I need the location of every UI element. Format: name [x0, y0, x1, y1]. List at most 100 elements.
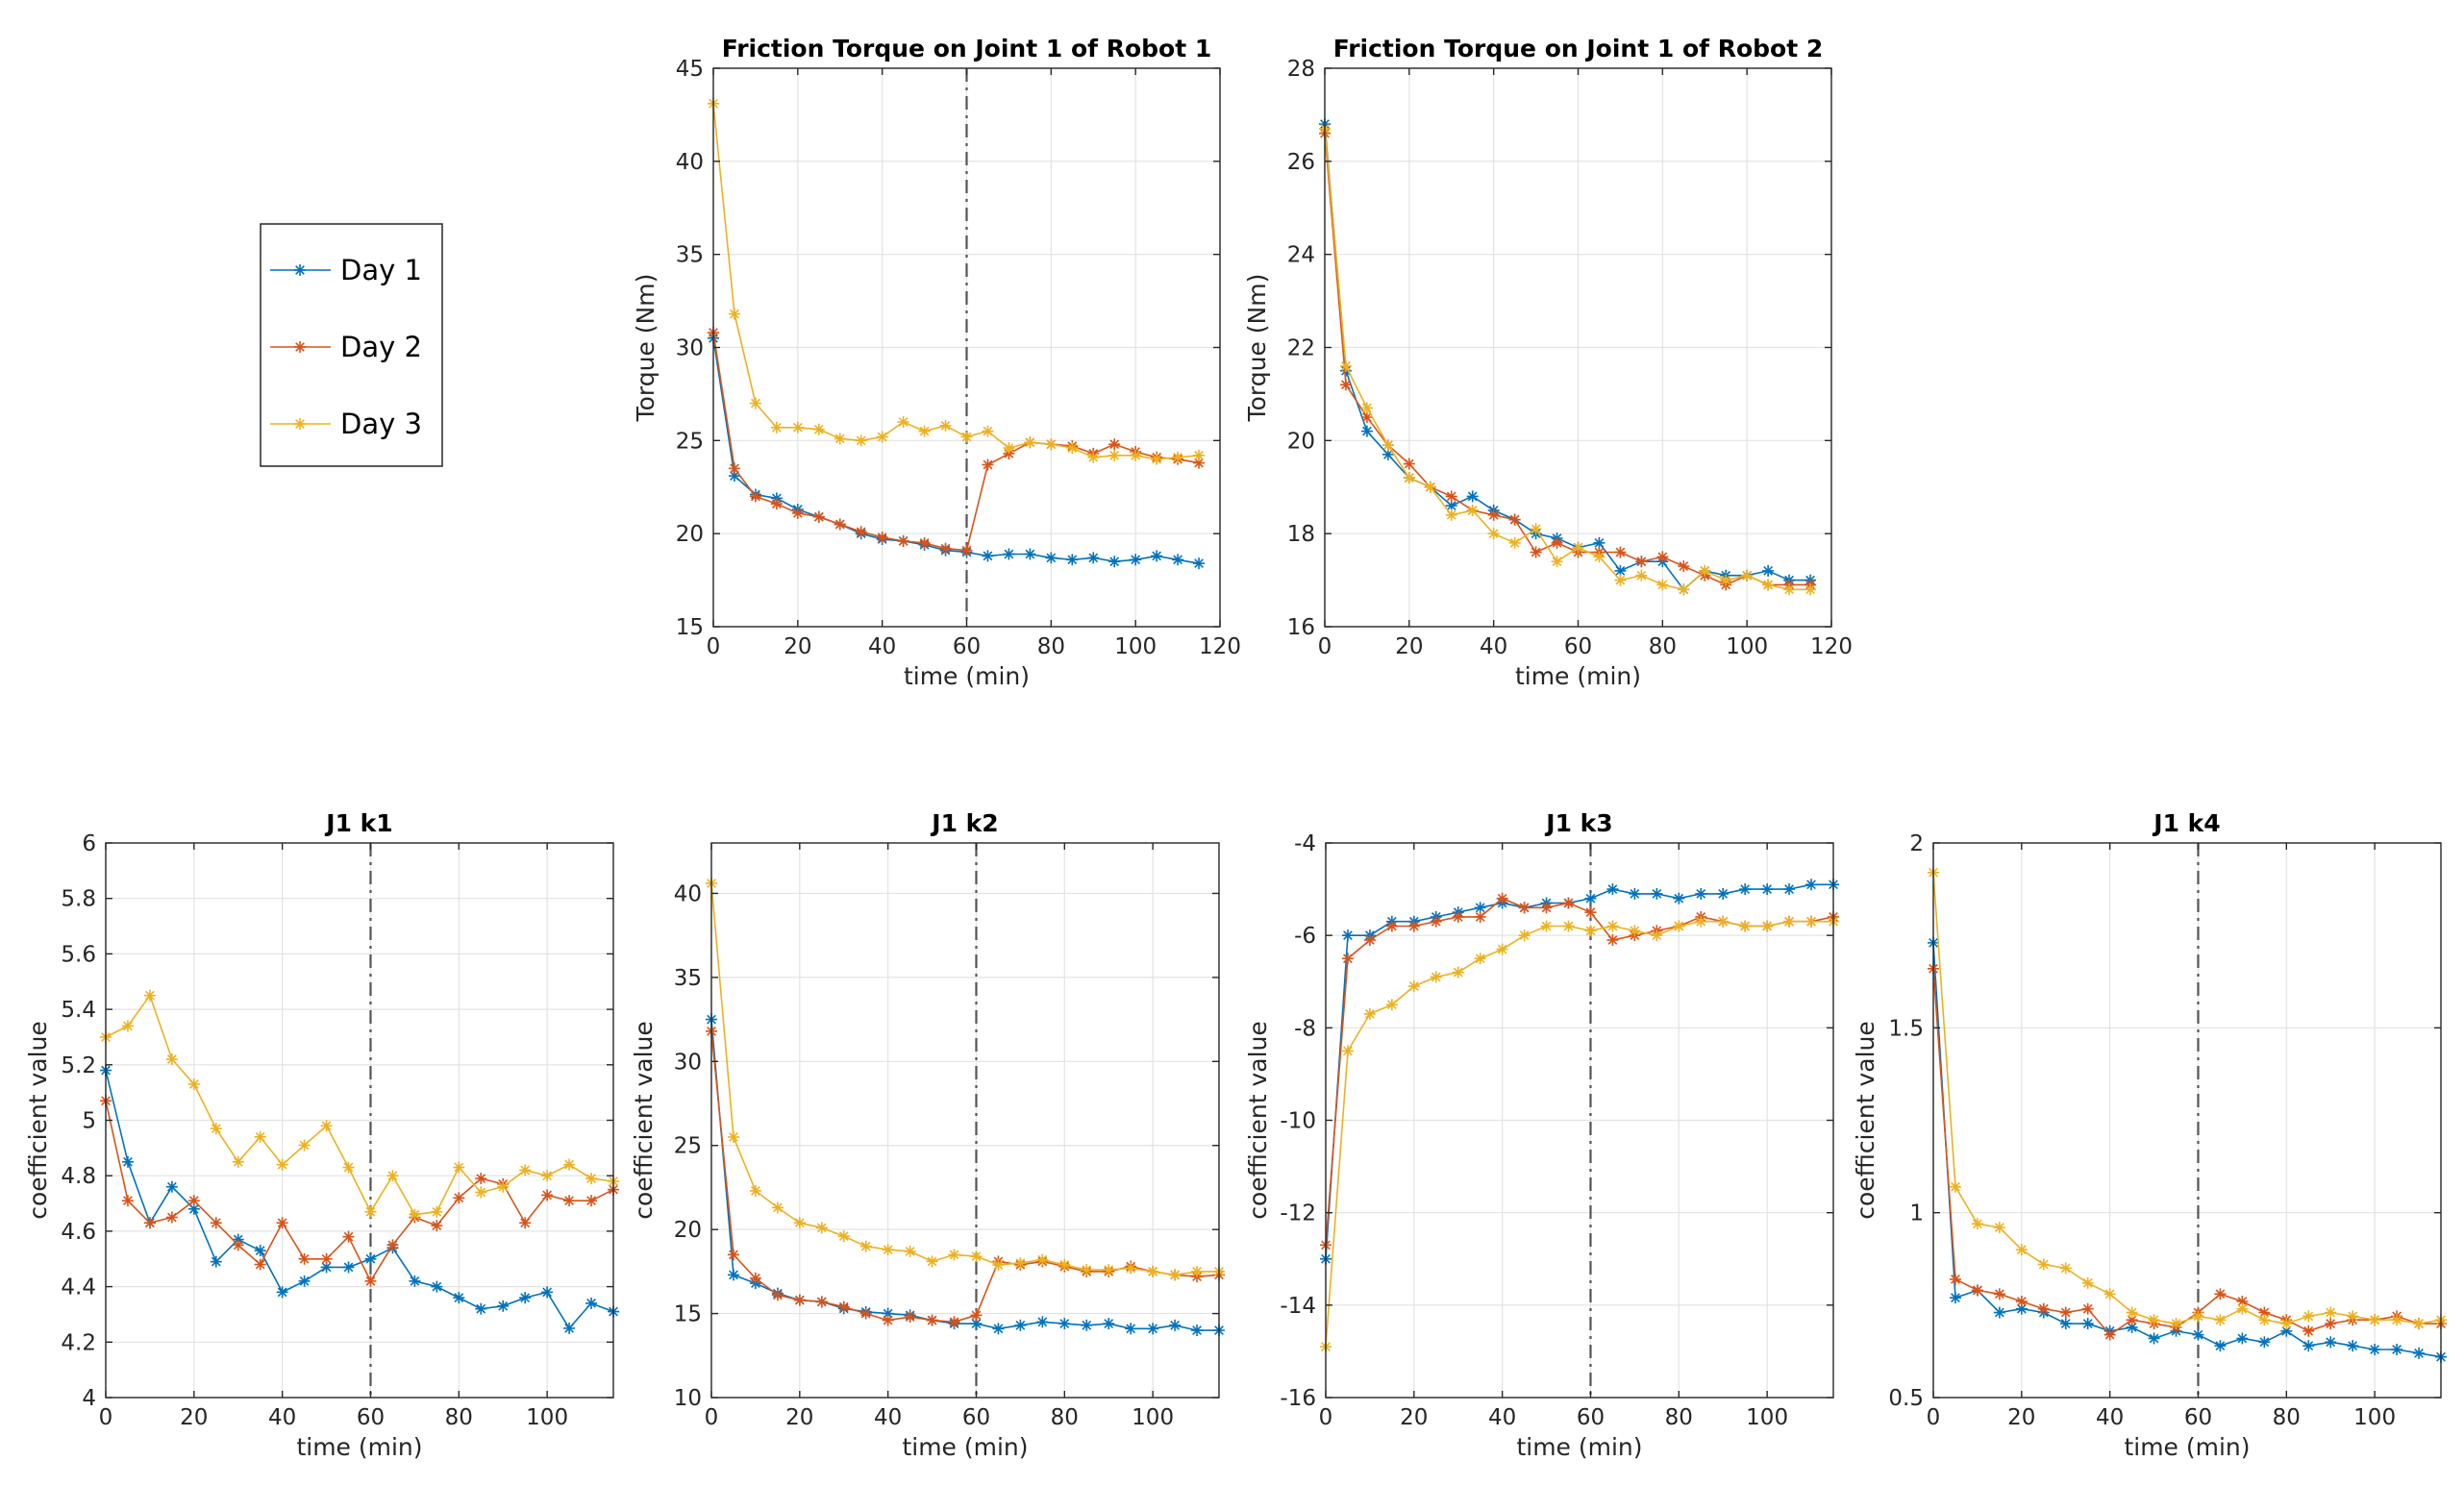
data-point: [2413, 1318, 2426, 1330]
y-tick-label: 35: [674, 966, 702, 991]
data-point: [749, 490, 761, 503]
data-point: [876, 431, 888, 443]
data-point: [1130, 449, 1142, 461]
x-tick-label: 100: [1746, 1405, 1788, 1430]
data-point: [1003, 442, 1015, 455]
data-point: [2325, 1306, 2337, 1319]
data-point: [254, 1130, 266, 1143]
data-point: [1341, 953, 1354, 965]
data-point: [1584, 906, 1597, 919]
plot-area: [1933, 843, 2441, 1398]
data-point: [519, 1292, 532, 1304]
data-point: [918, 536, 931, 549]
data-point: [1496, 892, 1508, 904]
data-point: [2037, 1302, 2050, 1315]
data-point: [855, 434, 867, 447]
data-point: [770, 421, 783, 433]
data-point: [165, 1180, 178, 1193]
data-point: [1474, 910, 1486, 923]
ticks: 0 20 40 60 80 100 120 15 20 25 30 35 40 45: [676, 57, 1241, 659]
data-point: [749, 397, 761, 409]
data-point: [1695, 915, 1707, 928]
data-point: [1087, 552, 1100, 564]
data-point: [1783, 583, 1796, 596]
series-day-3: [1928, 866, 2447, 1330]
data-point: [1673, 892, 1685, 904]
data-point: [121, 1155, 134, 1168]
data-point: [834, 433, 846, 445]
series-line: [712, 332, 1200, 552]
x-tick-label: 80: [1649, 634, 1677, 659]
chart-title: Friction Torque on Joint 1 of Robot 1: [722, 35, 1212, 62]
data-point: [121, 1195, 134, 1207]
x-tick-label: 40: [868, 634, 896, 659]
data-point: [771, 1289, 784, 1301]
data-point: [2236, 1332, 2249, 1345]
data-point: [386, 1239, 399, 1251]
data-point: [1466, 490, 1479, 503]
data-point: [1656, 579, 1669, 591]
series-line: [710, 1030, 1220, 1324]
data-point: [2347, 1310, 2359, 1323]
data-point: [904, 1311, 916, 1324]
y-tick-label: 25: [674, 1134, 702, 1159]
data-point: [749, 1272, 761, 1284]
x-tick-label: 80: [1051, 1405, 1079, 1430]
y-tick-label: -8: [1294, 1016, 1316, 1041]
data-point: [276, 1286, 288, 1299]
data-point: [1424, 481, 1436, 493]
data-point: [1172, 451, 1184, 463]
data-point: [298, 1252, 311, 1265]
y-tick-label: -12: [1280, 1201, 1316, 1226]
data-point: [1430, 971, 1442, 983]
x-tick-label: 100: [1132, 1405, 1174, 1430]
data-point: [254, 1258, 266, 1271]
data-point: [165, 1053, 178, 1066]
data-point: [585, 1173, 598, 1185]
data-point: [1678, 560, 1690, 573]
data-point: [364, 1275, 377, 1287]
data-point: [1761, 920, 1774, 932]
data-point: [2059, 1262, 2072, 1275]
x-axis-label: time (min): [902, 1433, 1028, 1461]
data-point: [342, 1230, 355, 1243]
y-tick-label: -10: [1280, 1109, 1316, 1134]
y-axis-label: coefficient value: [24, 1021, 52, 1220]
chart-k1: 0 20 40 60 80 100 4 4.2 4.4 4.6 4.8 5 5.2 5.4 5.6 5.8 6 J…: [24, 809, 619, 1461]
data-point: [948, 1249, 960, 1261]
x-tick-label: 60: [953, 634, 981, 659]
y-axis-label: coefficient value: [1244, 1021, 1272, 1220]
data-point: [1403, 458, 1415, 470]
y-tick-label: 4.2: [61, 1330, 96, 1355]
data-point: [1360, 402, 1373, 414]
y-tick-label: 0.5: [1888, 1386, 1924, 1411]
data-point: [1508, 536, 1521, 549]
legend-marker: [294, 418, 306, 430]
data-point: [386, 1170, 399, 1182]
data-point: [187, 1077, 200, 1090]
data-point: [364, 1252, 377, 1265]
x-tick-label: 20: [1400, 1405, 1428, 1430]
data-point: [1614, 574, 1627, 586]
data-point: [1452, 966, 1464, 978]
data-point: [2170, 1318, 2182, 1330]
data-point: [1783, 915, 1796, 928]
y-tick-label: 4.4: [61, 1275, 96, 1300]
data-point: [1445, 508, 1457, 521]
data-point: [1487, 528, 1500, 540]
data-point: [1103, 1318, 1115, 1330]
y-tick-label: 4: [82, 1386, 96, 1411]
data-point: [1151, 453, 1163, 465]
data-point: [1385, 920, 1398, 932]
x-tick-label: 0: [99, 1405, 113, 1430]
data-point: [1339, 379, 1352, 391]
data-point: [1193, 449, 1206, 461]
chart-k3: 0 20 40 60 80 100 -16 -14 -12 -10 -8 -6 -4 J1 k3 time …: [1244, 809, 1839, 1461]
data-point: [1584, 925, 1597, 937]
data-point: [143, 1217, 156, 1229]
y-tick-label: 5.8: [61, 887, 96, 912]
data-point: [770, 498, 783, 510]
ticks: 0 20 40 60 80 100 0.5 1 1.5 2: [1888, 831, 2441, 1430]
y-tick-label: 15: [674, 1302, 702, 1327]
data-point: [1058, 1318, 1071, 1330]
